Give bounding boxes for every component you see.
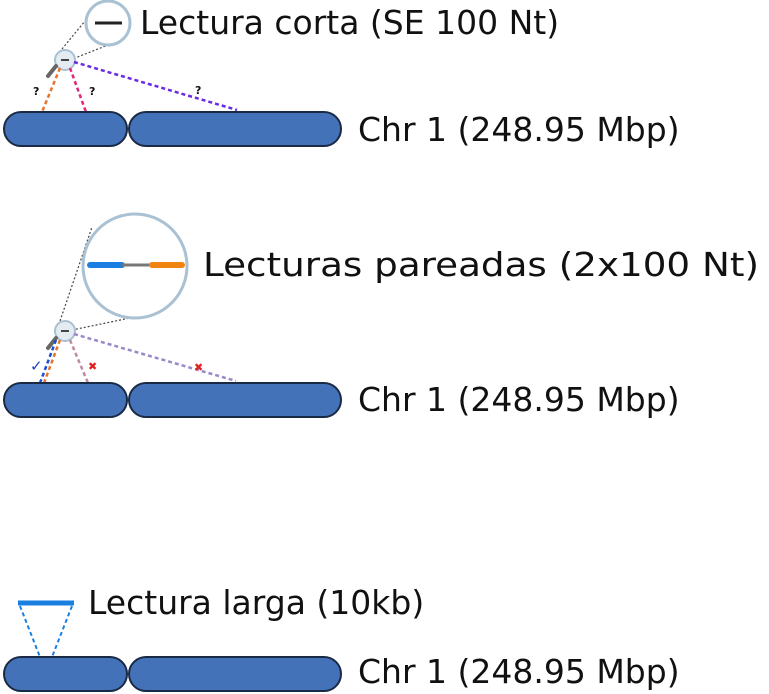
- long-read-panel: Lectura larga (10kb) Chr 1 (248.95 Mbp): [3, 583, 680, 692]
- chromosome-arm-p: [3, 382, 128, 418]
- mapping-line-pink: [68, 67, 88, 113]
- paired-read-panel: ✓ ✖ ✖ Lecturas pareadas (2x100 Nt) Chr 1…: [3, 212, 759, 419]
- chromosome-label: Chr 1 (248.95 Mbp): [358, 380, 680, 419]
- chromosome-label: Chr 1 (248.95 Mbp): [358, 110, 680, 149]
- zoom-connector: [59, 226, 93, 322]
- chromosome-label: Chr 1 (248.95 Mbp): [358, 652, 680, 691]
- uncertain-mark: ?: [89, 85, 95, 98]
- paired-read-label: Lecturas pareadas (2x100 Nt): [203, 245, 759, 284]
- magnifier-handle: [46, 64, 58, 78]
- zoom-connector: [61, 20, 86, 50]
- chromosome-arm-p: [3, 656, 128, 692]
- mapping-line-orange: [42, 339, 62, 384]
- zoom-connector: [71, 317, 131, 331]
- chromosome-arm-q: [128, 656, 342, 692]
- magnifier-handle: [46, 336, 58, 350]
- mapping-line-mauve: [68, 339, 90, 384]
- zoom-connector: [69, 44, 109, 61]
- chromosome-arm-p: [3, 111, 128, 147]
- mapping-line-orange: [40, 67, 62, 113]
- short-read-label: Lectura corta (SE 100 Nt): [140, 3, 559, 42]
- cross-icon: ✖: [88, 360, 97, 373]
- short-read-panel: ? ? ? Lectura corta (SE 100 Nt) Chr 1 (2…: [3, 0, 680, 149]
- uncertain-mark: ?: [33, 85, 39, 98]
- uncertain-mark: ?: [195, 84, 201, 97]
- mapping-line-blue: [38, 339, 58, 384]
- cross-icon: ✖: [194, 361, 203, 374]
- check-icon: ✓: [30, 357, 43, 375]
- mapping-line-lavender: [73, 332, 237, 383]
- mapping-line-purple: [73, 60, 238, 112]
- projection-line: [51, 605, 73, 658]
- chromosome-arm-q: [128, 111, 342, 147]
- chromosome-arm-q: [128, 382, 342, 418]
- long-read-label: Lectura larga (10kb): [88, 583, 424, 622]
- projection-line: [19, 605, 41, 658]
